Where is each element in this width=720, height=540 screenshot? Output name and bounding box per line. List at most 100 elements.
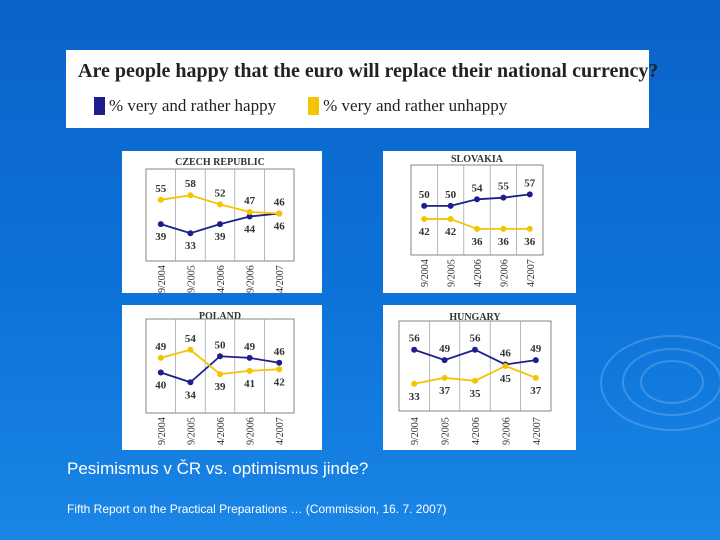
chart-hungary: HUNGARY 56 49 56 46 49 33 37 35 45 37 9/2004 9/2005 4… xyxy=(398,312,552,445)
point-unhappy-2 xyxy=(474,225,480,232)
series-line-happy xyxy=(160,355,280,384)
chart-poland: POLAND 40 34 50 49 46 49 54 39 41 42 9/2004 9/2005 4/… xyxy=(145,311,295,445)
point-unhappy-3 xyxy=(246,208,253,215)
data-label-unhappy-1: 37 xyxy=(439,385,451,397)
tick-label-4: 4/2007 xyxy=(275,417,286,445)
point-unhappy-0 xyxy=(157,354,164,361)
data-label-happy-3: 55 xyxy=(498,181,510,193)
point-happy-0 xyxy=(157,369,164,376)
point-happy-0 xyxy=(157,221,164,228)
tick-label-3: 9/2006 xyxy=(501,417,512,445)
tick-label-1: 9/2005 xyxy=(447,259,458,287)
point-happy-4 xyxy=(532,357,539,364)
point-unhappy-0 xyxy=(411,380,418,387)
data-label-happy-4: 57 xyxy=(524,177,536,189)
tick-label-4: 4/2007 xyxy=(275,265,286,293)
data-label-unhappy-2: 39 xyxy=(215,381,227,393)
point-happy-2 xyxy=(472,346,478,353)
legend-item-unhappy: % very and rather unhappy xyxy=(308,96,507,116)
tick-label-1: 9/2005 xyxy=(441,417,452,445)
point-happy-1 xyxy=(447,202,454,209)
data-label-happy-4: 46 xyxy=(274,220,286,232)
tick-label-3: 9/2006 xyxy=(246,265,257,293)
tick-label-0: 9/2004 xyxy=(157,417,168,445)
data-label-happy-3: 44 xyxy=(244,224,256,236)
data-label-unhappy-1: 58 xyxy=(185,178,197,190)
point-unhappy-1 xyxy=(447,216,454,223)
chart-title-czech-republic: CZECH REPUBLIC xyxy=(175,157,265,168)
chart-panel-czech-republic: CZECH REPUBLIC 39 33 39 44 46 55 58 52 47 46 9/2004… xyxy=(122,151,322,293)
point-happy-1 xyxy=(187,379,194,386)
data-label-happy-2: 39 xyxy=(215,231,227,243)
data-label-happy-2: 54 xyxy=(472,182,484,194)
data-label-unhappy-1: 42 xyxy=(445,226,457,238)
chart-title-hungary: HUNGARY xyxy=(449,312,501,323)
tick-label-2: 4/2006 xyxy=(473,259,484,287)
point-happy-1 xyxy=(441,357,448,364)
data-label-unhappy-0: 55 xyxy=(155,183,167,195)
legend-swatch-happy xyxy=(94,97,105,115)
data-label-happy-4: 46 xyxy=(274,346,286,358)
point-unhappy-3 xyxy=(502,363,509,369)
source-note: Fifth Report on the Practical Preparatio… xyxy=(67,502,447,516)
chart-header-panel: Are people happy that the euro will repl… xyxy=(66,50,658,128)
chart-panel-hungary: HUNGARY 56 49 56 46 49 33 37 35 45 37 9/2004 9/2005 4… xyxy=(383,305,576,450)
data-label-unhappy-3: 41 xyxy=(244,378,255,390)
data-label-unhappy-1: 54 xyxy=(185,333,197,345)
tick-label-3: 9/2006 xyxy=(246,417,257,445)
point-happy-2 xyxy=(217,353,223,360)
data-label-unhappy-0: 42 xyxy=(419,226,431,238)
data-label-happy-3: 49 xyxy=(244,341,256,353)
plot-frame xyxy=(410,164,544,256)
tick-label-1: 9/2005 xyxy=(186,265,197,293)
data-label-unhappy-2: 52 xyxy=(215,187,227,199)
data-label-happy-1: 34 xyxy=(185,389,197,401)
data-label-happy-0: 56 xyxy=(409,333,421,345)
chart-title-poland: POLAND xyxy=(199,311,241,322)
data-label-unhappy-0: 49 xyxy=(155,341,167,353)
point-happy-4 xyxy=(276,359,283,366)
point-unhappy-4 xyxy=(276,366,283,373)
data-label-unhappy-4: 42 xyxy=(274,376,286,388)
point-unhappy-1 xyxy=(187,192,194,199)
chart-czech-republic: CZECH REPUBLIC 39 33 39 44 46 55 58 52 47 46 9/2004… xyxy=(145,157,295,293)
data-label-unhappy-3: 45 xyxy=(500,373,512,385)
data-label-happy-3: 46 xyxy=(500,348,512,360)
data-label-unhappy-4: 37 xyxy=(530,385,542,397)
point-happy-2 xyxy=(474,196,480,203)
point-unhappy-0 xyxy=(157,196,164,203)
data-label-happy-1: 33 xyxy=(185,240,197,252)
point-happy-4 xyxy=(526,191,533,198)
point-unhappy-1 xyxy=(441,374,448,381)
chart-panel-poland: POLAND 40 34 50 49 46 49 54 39 41 42 9/2004 9/2005 4/… xyxy=(122,305,322,450)
data-label-happy-0: 39 xyxy=(155,231,167,243)
plot-frame xyxy=(145,168,295,262)
point-happy-3 xyxy=(500,194,507,201)
data-label-happy-2: 50 xyxy=(215,339,227,351)
slide-caption: Pesimismus v ČR vs. optimismus jinde? xyxy=(67,459,369,478)
legend-swatch-unhappy xyxy=(308,97,320,115)
point-happy-0 xyxy=(421,202,428,209)
point-happy-2 xyxy=(217,221,223,228)
point-unhappy-2 xyxy=(217,371,223,378)
chart-title: Are people happy that the euro will repl… xyxy=(78,60,659,82)
data-label-unhappy-4: 36 xyxy=(524,236,536,248)
point-unhappy-2 xyxy=(472,377,478,384)
point-happy-0 xyxy=(411,346,418,353)
tick-label-3: 9/2006 xyxy=(499,259,510,287)
point-unhappy-3 xyxy=(246,367,253,374)
point-unhappy-2 xyxy=(217,201,223,208)
tick-label-4: 4/2007 xyxy=(526,259,537,287)
data-label-happy-1: 50 xyxy=(445,189,457,201)
data-label-happy-0: 40 xyxy=(155,380,167,392)
legend-label-unhappy: % very and rather unhappy xyxy=(323,96,508,115)
point-unhappy-4 xyxy=(526,225,533,232)
point-happy-1 xyxy=(187,230,194,237)
chart-title-slovakia: SLOVAKIA xyxy=(451,154,504,165)
chart-panel-slovakia: SLOVAKIA 50 50 54 55 57 42 42 36 36 36 9/2004 9/2005… xyxy=(383,151,576,293)
plot-frame xyxy=(145,318,295,414)
point-unhappy-3 xyxy=(500,225,507,232)
tick-label-2: 4/2006 xyxy=(471,417,482,445)
data-label-unhappy-3: 36 xyxy=(498,236,510,248)
tick-label-4: 4/2007 xyxy=(532,417,543,445)
